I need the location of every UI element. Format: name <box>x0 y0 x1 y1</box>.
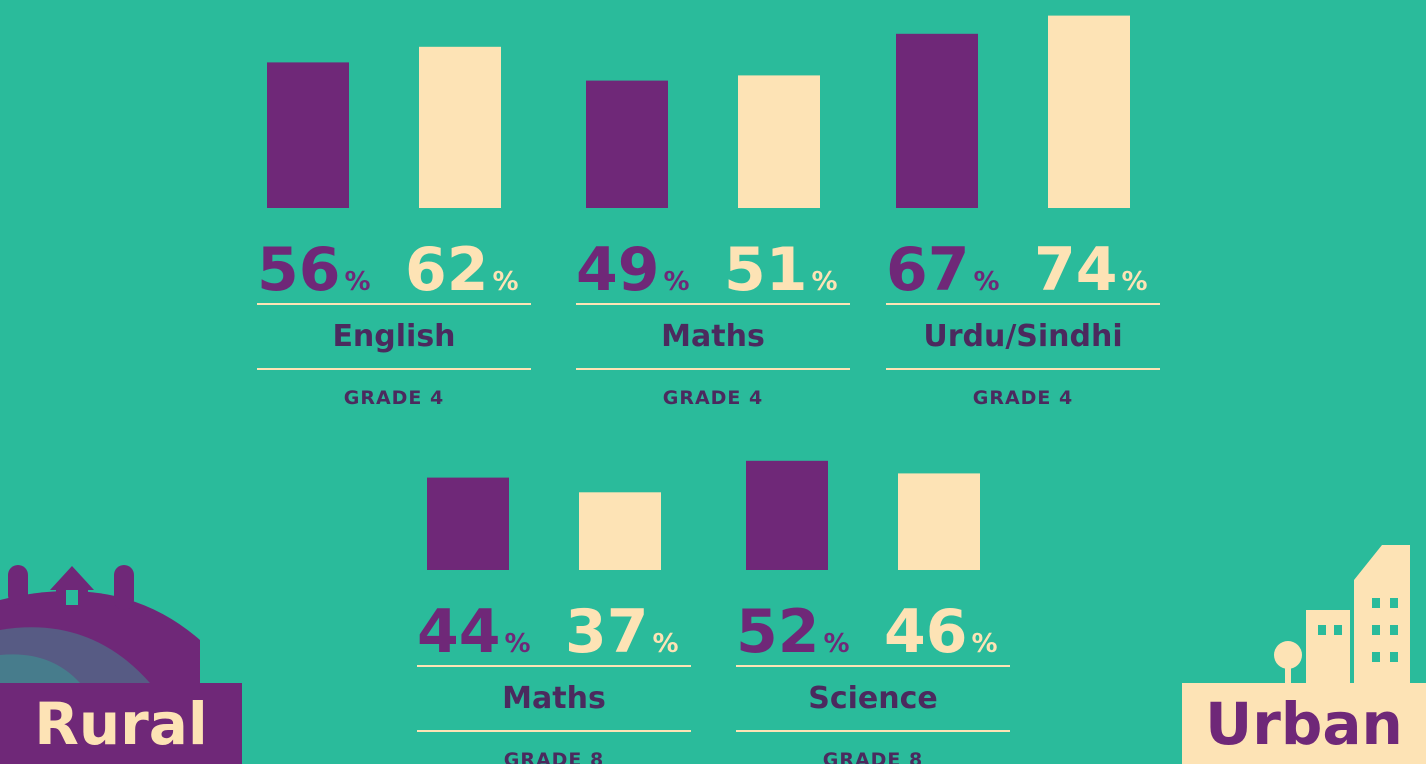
subject: Science <box>808 681 938 716</box>
subject: Urdu/Sindhi <box>923 319 1122 354</box>
bar-rural <box>746 460 828 570</box>
value-label-rural: 67% <box>886 235 1000 305</box>
value-label-urban: 46% <box>884 597 998 667</box>
value-number: 49 <box>576 235 660 305</box>
value-unit: % <box>493 267 519 297</box>
grade: GRADE 4 <box>663 387 764 409</box>
bar-urban <box>1048 15 1130 208</box>
bar-urban <box>898 473 980 570</box>
bar-rural <box>586 80 668 208</box>
value-number: 52 <box>736 597 820 667</box>
value-unit: % <box>824 629 850 659</box>
bar-urban <box>579 492 661 570</box>
legend-rural: Rural <box>34 690 208 758</box>
value-unit: % <box>1122 267 1148 297</box>
value-number: 67 <box>886 235 970 305</box>
value-number: 56 <box>257 235 341 305</box>
grade: GRADE 4 <box>344 387 445 409</box>
value-label-rural: 56% <box>257 235 371 305</box>
value-unit: % <box>505 629 531 659</box>
value-label-urban: 74% <box>1034 235 1148 305</box>
value-label-rural: 52% <box>736 597 850 667</box>
value-number: 44 <box>417 597 501 667</box>
grade: GRADE 4 <box>973 387 1074 409</box>
bar-urban <box>738 75 820 209</box>
value-number: 62 <box>405 235 489 305</box>
value-unit: % <box>974 267 1000 297</box>
value-unit: % <box>653 629 679 659</box>
value-label-urban: 51% <box>724 235 838 305</box>
bar-urban <box>419 46 501 208</box>
value-label-urban: 62% <box>405 235 519 305</box>
value-label-urban: 37% <box>565 597 679 667</box>
bar-rural <box>427 477 509 570</box>
bar-rural <box>896 33 978 208</box>
subject: Maths <box>661 319 765 354</box>
grade: GRADE 8 <box>504 749 605 764</box>
value-unit: % <box>972 629 998 659</box>
bar-rural <box>267 62 349 209</box>
legend-urban: Urban <box>1205 690 1403 758</box>
value-label-rural: 44% <box>417 597 531 667</box>
urban-icon: Urban <box>1182 545 1426 764</box>
value-number: 74 <box>1034 235 1118 305</box>
value-number: 46 <box>884 597 968 667</box>
value-label-rural: 49% <box>576 235 690 305</box>
value-number: 37 <box>565 597 649 667</box>
subject: English <box>332 319 455 354</box>
value-number: 51 <box>724 235 808 305</box>
value-unit: % <box>664 267 690 297</box>
subject: Maths <box>502 681 606 716</box>
value-unit: % <box>812 267 838 297</box>
grade: GRADE 8 <box>823 749 924 764</box>
rural-icon: Rural <box>0 565 242 764</box>
value-unit: % <box>345 267 371 297</box>
